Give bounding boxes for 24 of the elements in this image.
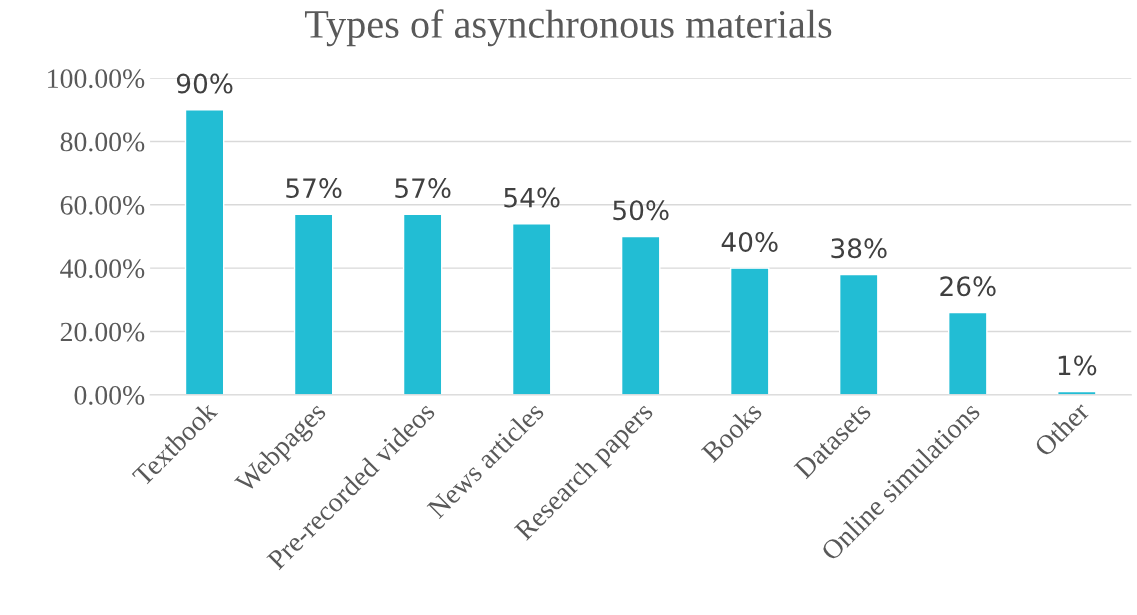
bar <box>729 267 770 395</box>
bar <box>184 109 225 395</box>
data-label: 50% <box>613 200 669 221</box>
data-label: 57% <box>286 178 342 199</box>
bar <box>402 213 443 395</box>
y-tick-label: 60.00% <box>60 195 145 215</box>
y-tick-label: 20.00% <box>60 322 145 342</box>
y-tick-label: 0.00% <box>74 386 145 405</box>
bar <box>620 235 661 395</box>
bar <box>511 223 552 395</box>
data-label: 1% <box>1058 355 1097 376</box>
y-tick-label: 80.00% <box>60 132 145 152</box>
data-label: 57% <box>395 178 451 199</box>
chart-title: Types of asynchronous materials <box>304 9 832 47</box>
data-label: 90% <box>176 73 233 94</box>
data-label: 38% <box>831 238 887 259</box>
bar <box>948 311 988 395</box>
bar <box>838 273 879 395</box>
y-tick-label: 100.00% <box>48 69 145 89</box>
data-label: 40% <box>721 231 778 252</box>
data-label: 26% <box>940 276 996 297</box>
data-label: 54% <box>504 187 560 208</box>
y-tick-label: 40.00% <box>60 259 145 279</box>
bar <box>293 213 334 395</box>
